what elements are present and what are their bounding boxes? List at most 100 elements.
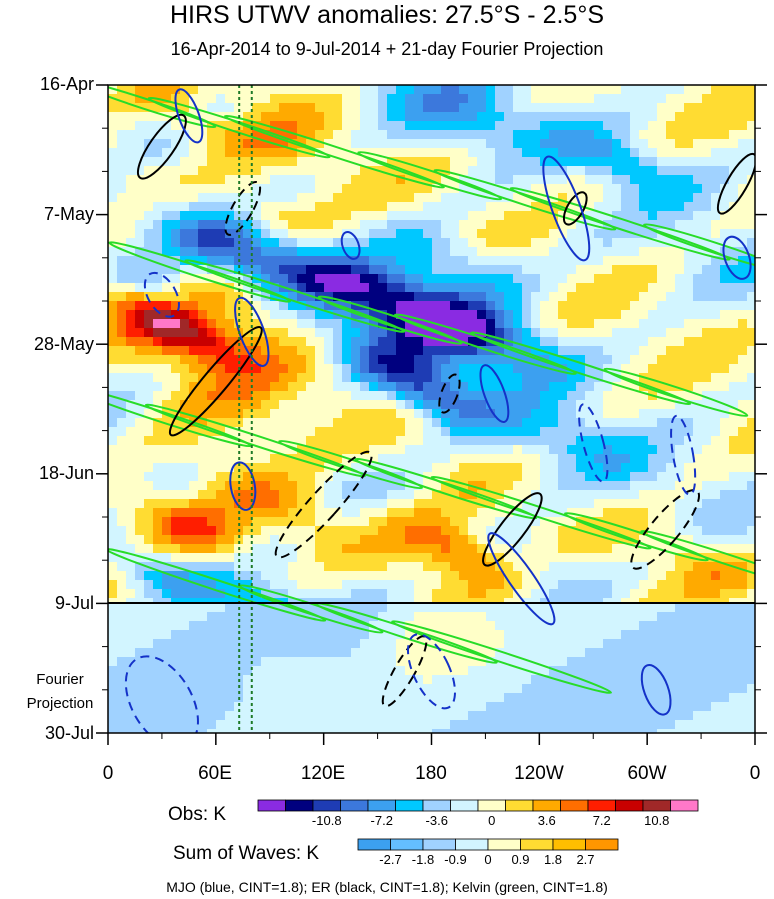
obs-cell (135, 184, 145, 194)
obs-cell (738, 499, 748, 509)
obs-cell (666, 310, 676, 320)
obs-cell (513, 103, 523, 113)
obs-cell (441, 112, 451, 122)
obs-cell (270, 472, 280, 482)
obs-cell (648, 535, 658, 545)
obs-cell (495, 400, 505, 410)
obs-cell (702, 490, 712, 500)
obs-cell (369, 337, 379, 347)
obs-cell (333, 211, 343, 221)
obs-cell (684, 301, 694, 311)
obs-cell (441, 247, 451, 257)
projection-cell (486, 675, 496, 685)
obs-cell (468, 580, 478, 590)
obs-cell (738, 121, 748, 131)
obs-cell (324, 445, 334, 455)
obs-cell (504, 589, 514, 599)
obs-cell (351, 400, 361, 410)
obs-cell (216, 445, 226, 455)
obs-cell (207, 130, 217, 140)
obs-cell (720, 103, 730, 113)
obs-cell (441, 589, 451, 599)
projection-cell (342, 675, 352, 685)
obs-cell (189, 139, 199, 149)
obs-cell (594, 400, 604, 410)
obs-cell (594, 319, 604, 329)
obs-cell (297, 409, 307, 419)
obs-cell (396, 94, 406, 104)
obs-cell (324, 247, 334, 257)
obs-cell (639, 364, 649, 374)
obs-cell (252, 409, 262, 419)
projection-cell (432, 639, 442, 649)
obs-cell (171, 508, 181, 518)
obs-cell (135, 454, 145, 464)
obs-cell (144, 589, 154, 599)
obs-cell (153, 589, 163, 599)
obs-cell (477, 292, 487, 302)
obs-cell (342, 589, 352, 599)
projection-cell (657, 612, 667, 622)
projection-cell (639, 657, 649, 667)
obs-cell (747, 103, 755, 113)
obs-cell (720, 490, 730, 500)
projection-cell (153, 657, 163, 667)
projection-cell (459, 648, 469, 658)
obs-cell (477, 562, 487, 572)
obs-cell (540, 148, 550, 158)
obs-cell (585, 310, 595, 320)
obs-cell (180, 193, 190, 203)
obs-cell (225, 94, 235, 104)
projection-cell (153, 648, 163, 658)
obs-cell (522, 481, 532, 491)
obs-cell (108, 373, 118, 383)
obs-cell (495, 337, 505, 347)
obs-cell (666, 436, 676, 446)
obs-cell (738, 85, 748, 95)
obs-cell (639, 571, 649, 581)
obs-cell (153, 526, 163, 536)
obs-cell (603, 229, 613, 239)
obs-cell (171, 589, 181, 599)
projection-cell (693, 648, 703, 658)
projection-cell (549, 639, 559, 649)
obs-cell (171, 454, 181, 464)
obs-cell (621, 166, 631, 176)
obs-cell (693, 580, 703, 590)
obs-cell (531, 256, 541, 266)
obs-cell (711, 157, 721, 167)
projection-cell (189, 693, 199, 703)
obs-cell (423, 94, 433, 104)
obs-cell (144, 319, 154, 329)
obs-cell (153, 148, 163, 158)
obs-cell (657, 562, 667, 572)
projection-cell (495, 648, 505, 658)
projection-cell (441, 612, 451, 622)
projection-cell (495, 675, 505, 685)
obs-cell (333, 418, 343, 428)
obs-cell (117, 562, 127, 572)
obs-cell (720, 472, 730, 482)
obs-cell (477, 175, 487, 185)
obs-cell (603, 184, 613, 194)
obs-cell (594, 418, 604, 428)
obs-cell (171, 481, 181, 491)
obs-cell (144, 499, 154, 509)
obs-cell (306, 247, 316, 257)
obs-cell (387, 517, 397, 527)
projection-cell (414, 612, 424, 622)
obs-cell (333, 571, 343, 581)
obs-cell (531, 211, 541, 221)
obs-cell (306, 409, 316, 419)
obs-cell (531, 139, 541, 149)
obs-cell (576, 436, 586, 446)
obs-cell (702, 202, 712, 212)
obs-cell (522, 319, 532, 329)
obs-cell (270, 256, 280, 266)
obs-cell (576, 292, 586, 302)
projection-cell (441, 648, 451, 658)
obs-cell (423, 85, 433, 95)
obs-cell (576, 256, 586, 266)
obs-cell (747, 427, 755, 437)
obs-cell (198, 364, 208, 374)
